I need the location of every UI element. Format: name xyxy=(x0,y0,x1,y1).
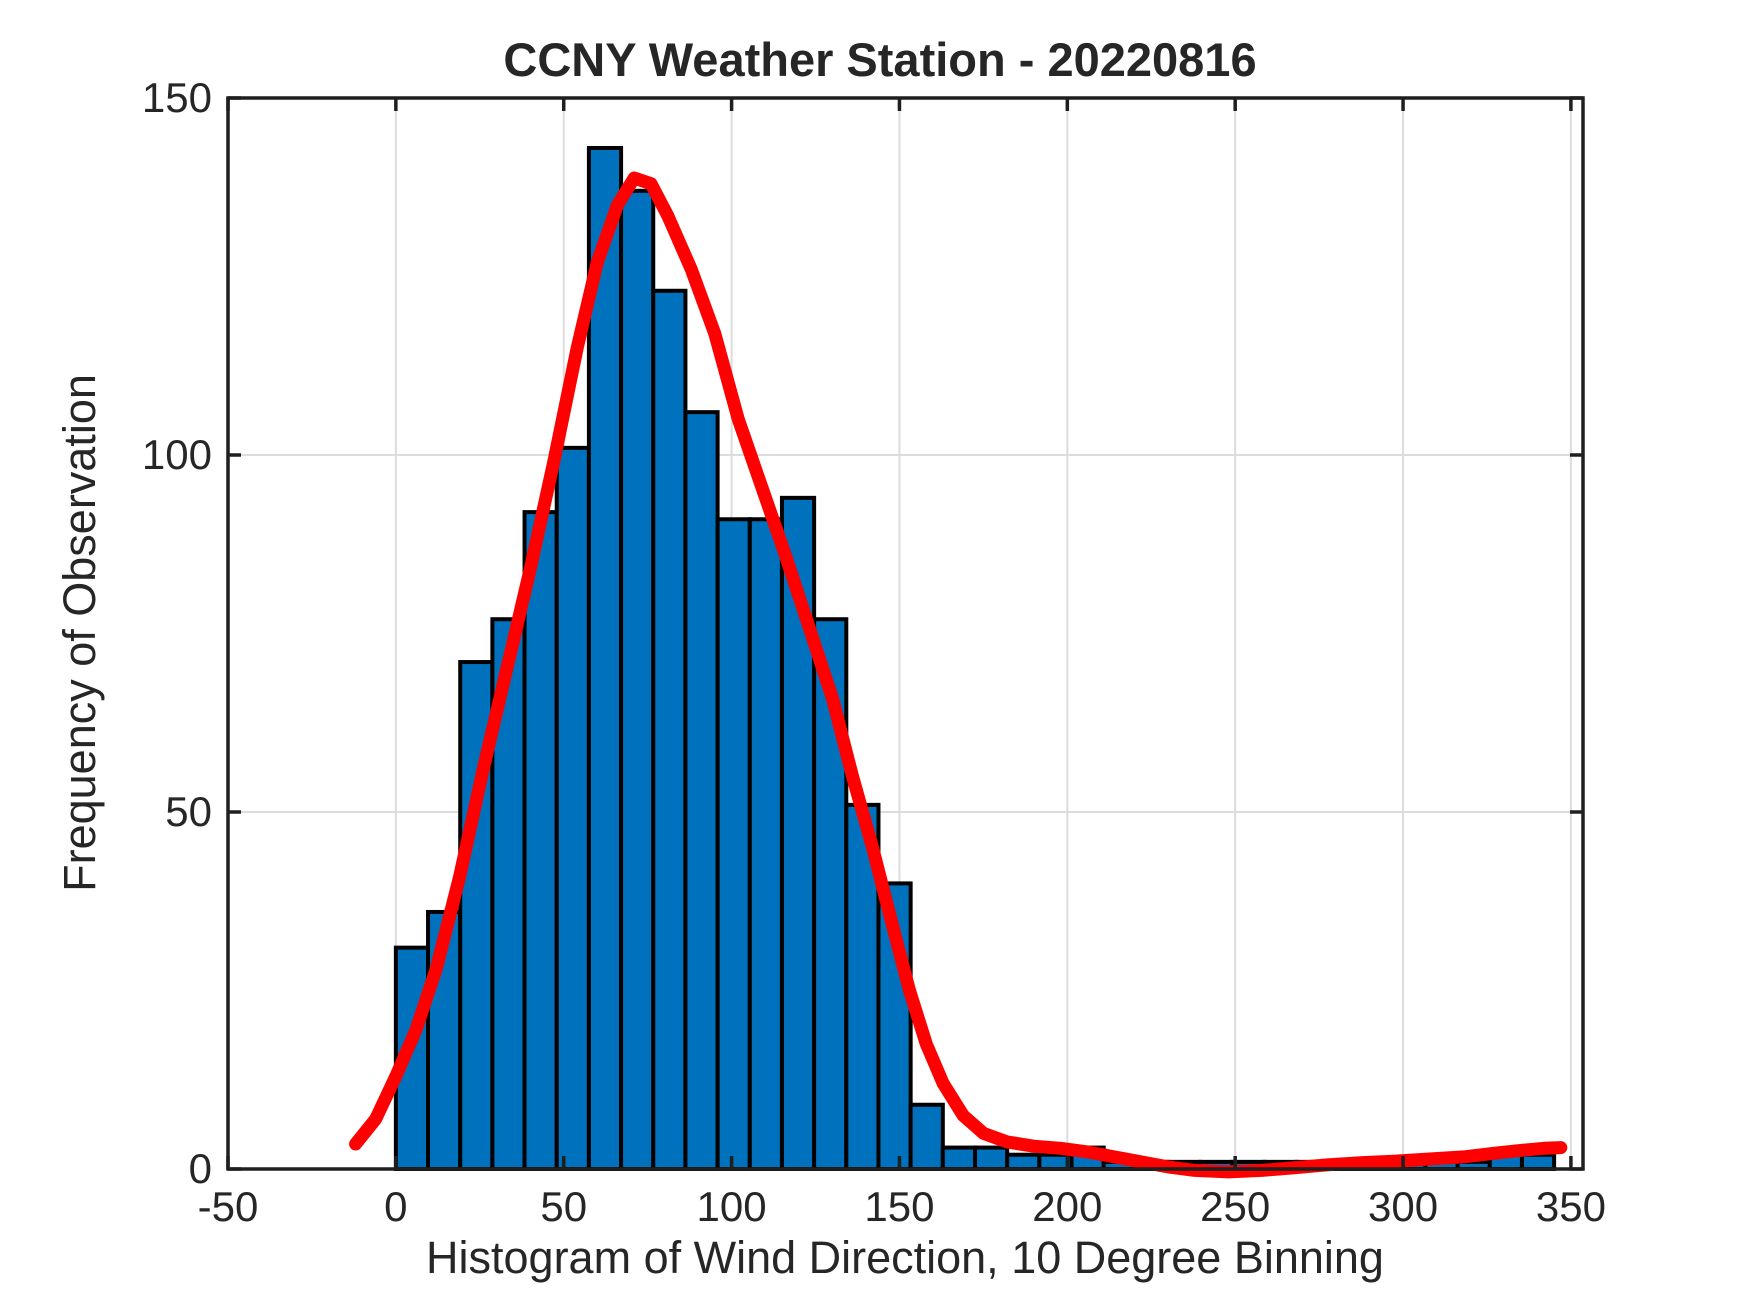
fit-curve xyxy=(349,171,1568,1179)
plot-box xyxy=(226,96,1585,1171)
x-tick-label: 200 xyxy=(1032,1183,1102,1230)
histogram-bar xyxy=(1519,1152,1557,1171)
histogram-bar xyxy=(651,288,688,1171)
histogram-bar xyxy=(972,1145,1010,1171)
x-tick-label: 0 xyxy=(384,1183,407,1230)
y-axis-label: Frequency of Observation xyxy=(54,374,105,892)
y-tick-label: 100 xyxy=(142,431,212,478)
axes-box xyxy=(226,96,1585,1171)
histogram-bar xyxy=(908,1102,945,1171)
histogram-bar xyxy=(683,410,720,1172)
histogram-bar xyxy=(1005,1152,1042,1171)
x-tick-label: 250 xyxy=(1200,1183,1270,1230)
x-axis-label: Histogram of Wind Direction, 10 Degree B… xyxy=(426,1232,1384,1283)
histogram-bar xyxy=(747,517,784,1171)
histogram-bar xyxy=(554,445,591,1171)
histogram-bar xyxy=(522,510,559,1171)
histogram-bar xyxy=(940,1145,977,1171)
x-tick-label: 50 xyxy=(540,1183,587,1230)
histogram-bars xyxy=(393,145,1557,1172)
x-tick-label: 300 xyxy=(1368,1183,1438,1230)
x-tick-label: 350 xyxy=(1536,1183,1606,1230)
chart-title: CCNY Weather Station - 20220816 xyxy=(503,33,1256,86)
y-tick-label: 150 xyxy=(142,74,212,121)
x-tick-label: 150 xyxy=(864,1183,934,1230)
histogram-bar xyxy=(619,188,656,1171)
fit-curve-line xyxy=(349,171,1568,1179)
x-tick-label: 100 xyxy=(697,1183,767,1230)
histogram-bar xyxy=(586,145,624,1172)
x-tick-label: -50 xyxy=(198,1183,259,1230)
histogram-bar xyxy=(715,517,752,1171)
y-tick-label: 0 xyxy=(189,1145,212,1192)
y-tick-label: 50 xyxy=(165,788,212,835)
